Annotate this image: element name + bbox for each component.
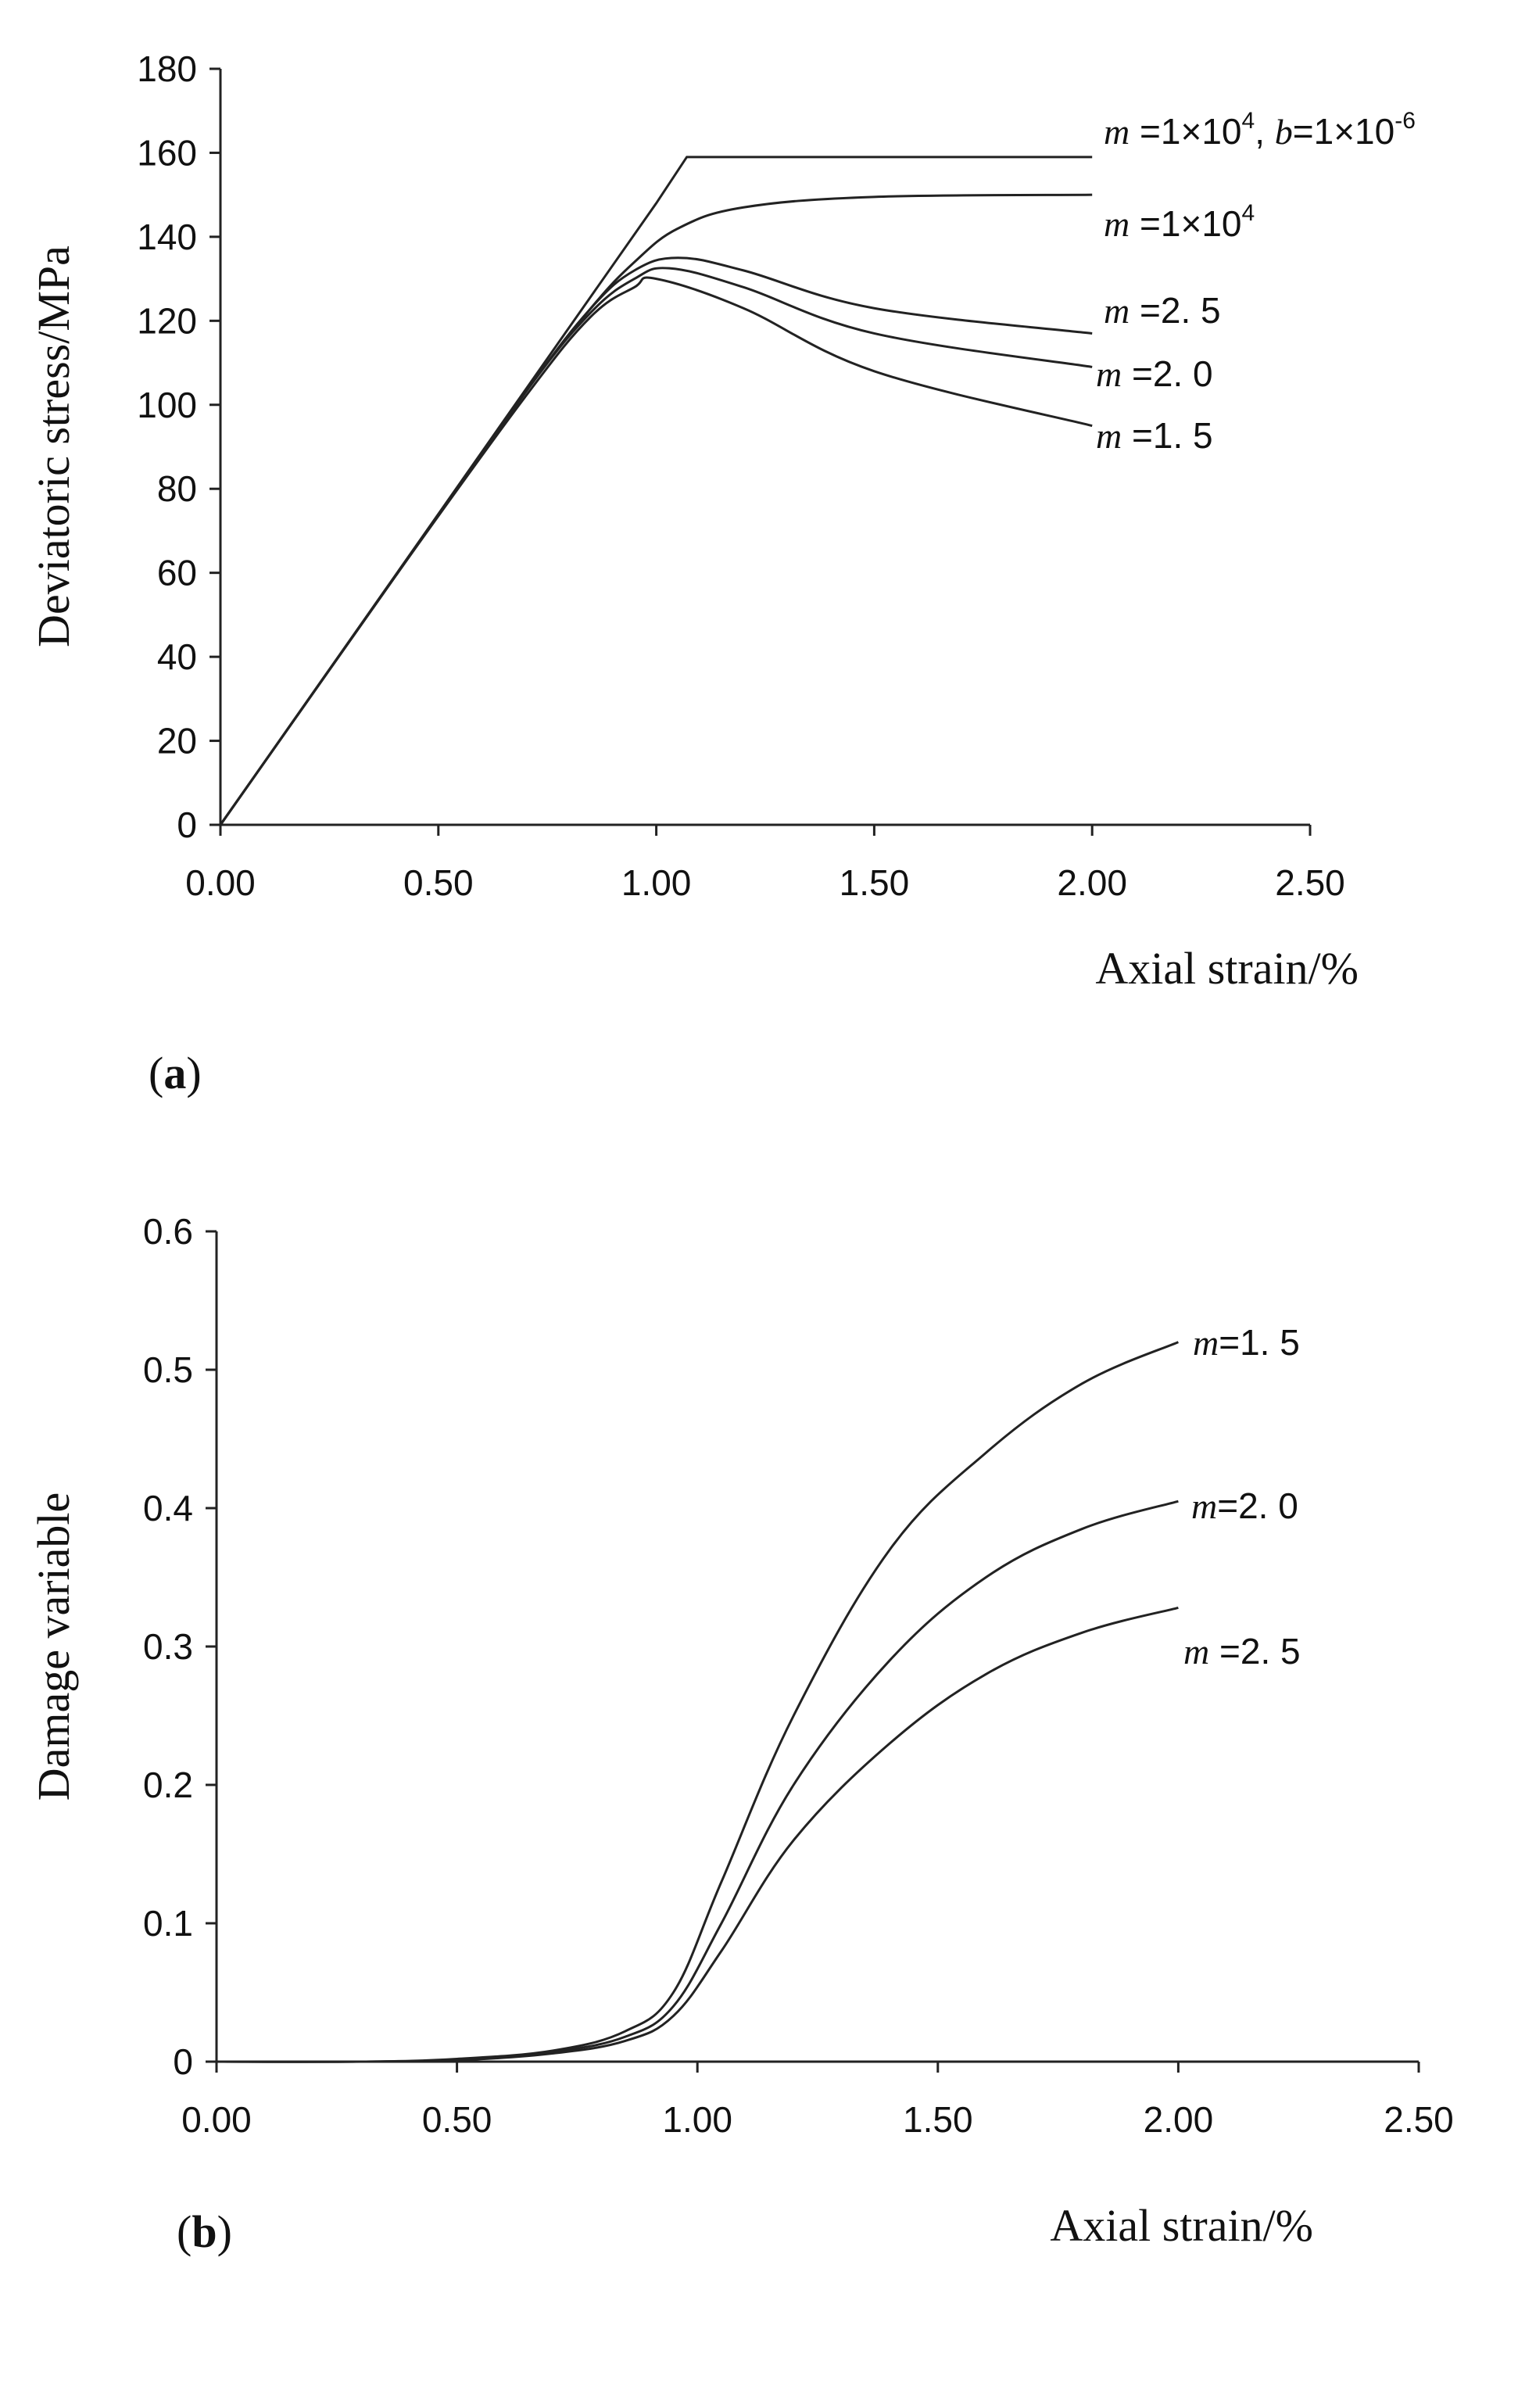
series-line-0 [216, 1341, 1179, 2063]
series-line-4 [219, 276, 1093, 826]
y-tick-label: 80 [157, 468, 197, 509]
y-tick-label: 20 [157, 721, 197, 761]
x-tick-label: 2.50 [1384, 2099, 1454, 2140]
y-tick-label: 100 [137, 385, 197, 425]
series-line-1 [216, 1500, 1179, 2063]
y-tick-label: 0.5 [143, 1349, 193, 1390]
x-tick-label: 2.00 [1057, 862, 1127, 903]
x-tick-label: 1.00 [662, 2099, 732, 2140]
x-tick-label: 0.00 [185, 862, 256, 903]
x-tick-label: 2.00 [1144, 2099, 1214, 2140]
y-tick-label: 40 [157, 636, 197, 677]
y-axis-title: Damage variable [28, 1492, 79, 1801]
x-tick-label: 1.00 [621, 862, 692, 903]
x-tick-label: 0.00 [181, 2099, 252, 2140]
y-tick-label: 180 [137, 48, 197, 89]
series-label-0: m =1×104, b=1×10-6 [1104, 108, 1416, 152]
x-tick-label: 0.50 [403, 862, 474, 903]
y-tick-label: 0.2 [143, 1765, 193, 1805]
series-line-2 [219, 256, 1093, 826]
y-tick-label: 0.6 [143, 1211, 193, 1252]
series-label-1: m =1×104 [1104, 200, 1255, 244]
panel-label: (a) [149, 1048, 202, 1098]
chart-panel-b: 0 0.1 0.2 0.3 0.4 0.5 0.6 0.00 0.50 1.00 1.50 2.00 2… [28, 1211, 1454, 2257]
series-label-0: m=1. 5 [1193, 1322, 1300, 1363]
y-tick-label: 0.4 [143, 1488, 193, 1528]
x-axis-title: Axial strain/% [1050, 2200, 1313, 2251]
chart-panel-a: 0 20 40 60 80 100 120 140 160 180 0.00 0.50 1.00 1.50… [28, 48, 1416, 1098]
x-tick-label: 0.50 [422, 2099, 492, 2140]
x-tick-label: 2.50 [1275, 862, 1345, 903]
series-line-0 [219, 156, 1093, 826]
series-label-4: m =1. 5 [1096, 415, 1213, 456]
series-label-1: m=2. 0 [1191, 1485, 1298, 1526]
y-tick-label: 0 [177, 804, 197, 845]
x-axis-title: Axial strain/% [1095, 943, 1359, 994]
y-tick-label: 120 [137, 300, 197, 341]
series-line-2 [216, 1606, 1179, 2063]
panel-label: (b) [177, 2206, 232, 2257]
y-axis-title: Deviatoric stress/MPa [28, 245, 79, 647]
y-tick-label: 140 [137, 217, 197, 257]
x-tick-label: 1.50 [903, 2099, 973, 2140]
series-label-2: m =2. 5 [1104, 290, 1221, 331]
y-tick-label: 0 [173, 2041, 193, 2082]
series-line-1 [219, 193, 1093, 826]
y-tick-label: 0.3 [143, 1626, 193, 1667]
series-line-3 [219, 267, 1093, 826]
x-tick-label: 1.50 [840, 862, 910, 903]
y-tick-label: 60 [157, 553, 197, 593]
series-label-3: m =2. 0 [1096, 353, 1213, 394]
series-label-2: m =2. 5 [1183, 1631, 1301, 1672]
y-tick-label: 0.1 [143, 1903, 193, 1944]
y-tick-label: 160 [137, 132, 197, 173]
